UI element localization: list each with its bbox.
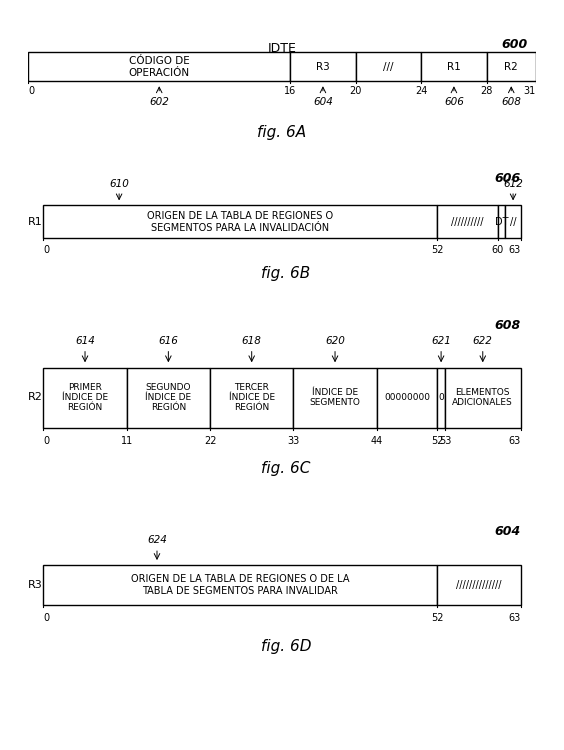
FancyBboxPatch shape bbox=[498, 205, 505, 238]
Text: 616: 616 bbox=[158, 336, 178, 346]
Text: R1: R1 bbox=[28, 217, 43, 226]
FancyBboxPatch shape bbox=[421, 53, 487, 82]
Text: fig. 6B: fig. 6B bbox=[261, 266, 310, 281]
Text: 604: 604 bbox=[313, 98, 333, 107]
Text: IDTE: IDTE bbox=[267, 42, 297, 56]
Text: //////////////: ////////////// bbox=[456, 580, 502, 590]
Text: 612: 612 bbox=[503, 178, 523, 189]
FancyBboxPatch shape bbox=[487, 53, 536, 82]
Text: 620: 620 bbox=[325, 336, 345, 346]
Text: 0: 0 bbox=[43, 244, 50, 254]
Text: 608: 608 bbox=[501, 98, 521, 107]
FancyBboxPatch shape bbox=[290, 53, 356, 82]
Text: fig. 6A: fig. 6A bbox=[257, 125, 307, 140]
Text: 31: 31 bbox=[523, 86, 536, 96]
Text: 24: 24 bbox=[415, 86, 428, 96]
FancyBboxPatch shape bbox=[43, 205, 437, 238]
FancyBboxPatch shape bbox=[293, 368, 377, 428]
FancyBboxPatch shape bbox=[437, 565, 521, 605]
Text: R2: R2 bbox=[28, 392, 43, 403]
FancyBboxPatch shape bbox=[43, 368, 127, 428]
Text: //////////: ////////// bbox=[451, 217, 484, 226]
FancyBboxPatch shape bbox=[127, 368, 210, 428]
Text: fig. 6C: fig. 6C bbox=[261, 461, 310, 476]
Text: R3: R3 bbox=[28, 580, 43, 590]
Text: 63: 63 bbox=[508, 613, 521, 622]
Text: fig. 6D: fig. 6D bbox=[261, 639, 311, 654]
Text: 606: 606 bbox=[495, 172, 521, 184]
FancyBboxPatch shape bbox=[437, 205, 498, 238]
Text: 606: 606 bbox=[444, 98, 464, 107]
Text: 600: 600 bbox=[501, 38, 527, 50]
Text: PRIMER
ÍNDICE DE
REGIÓN: PRIMER ÍNDICE DE REGIÓN bbox=[62, 382, 108, 412]
Text: 52: 52 bbox=[431, 436, 443, 445]
Text: 0: 0 bbox=[28, 86, 34, 96]
FancyBboxPatch shape bbox=[445, 368, 521, 428]
Text: R1: R1 bbox=[447, 62, 461, 72]
Text: CÓDIGO DE
OPERACIÓN: CÓDIGO DE OPERACIÓN bbox=[129, 56, 190, 77]
Text: 624: 624 bbox=[147, 536, 167, 545]
Text: ///: /// bbox=[383, 62, 394, 72]
Text: //: // bbox=[510, 217, 516, 226]
Text: R3: R3 bbox=[316, 62, 330, 72]
FancyBboxPatch shape bbox=[437, 368, 445, 428]
Text: ORIGEN DE LA TABLA DE REGIONES O
SEGMENTOS PARA LA INVALIDACIÓN: ORIGEN DE LA TABLA DE REGIONES O SEGMENT… bbox=[147, 211, 333, 232]
Text: 622: 622 bbox=[473, 336, 493, 346]
FancyBboxPatch shape bbox=[505, 205, 521, 238]
Text: 20: 20 bbox=[350, 86, 362, 96]
Text: 602: 602 bbox=[149, 98, 169, 107]
Text: R2: R2 bbox=[504, 62, 518, 72]
Text: 618: 618 bbox=[242, 336, 262, 346]
Text: 63: 63 bbox=[508, 244, 521, 254]
Text: TERCER
ÍNDICE DE
REGIÓN: TERCER ÍNDICE DE REGIÓN bbox=[228, 382, 275, 412]
Text: 28: 28 bbox=[481, 86, 493, 96]
Text: ELEMENTOS
ADICIONALES: ELEMENTOS ADICIONALES bbox=[452, 388, 513, 407]
Text: ÍNDICE DE
SEGMENTO: ÍNDICE DE SEGMENTO bbox=[310, 388, 360, 407]
Text: 00000000: 00000000 bbox=[384, 393, 430, 402]
Text: 0: 0 bbox=[43, 436, 50, 445]
Text: 608: 608 bbox=[495, 319, 521, 332]
Text: 0: 0 bbox=[43, 613, 50, 622]
Text: 52: 52 bbox=[431, 244, 443, 254]
Text: 621: 621 bbox=[431, 336, 451, 346]
FancyBboxPatch shape bbox=[356, 53, 421, 82]
Text: DT: DT bbox=[495, 217, 509, 226]
FancyBboxPatch shape bbox=[43, 565, 437, 605]
Text: 614: 614 bbox=[75, 336, 95, 346]
Text: 0: 0 bbox=[438, 393, 444, 402]
FancyBboxPatch shape bbox=[377, 368, 437, 428]
Text: 33: 33 bbox=[287, 436, 299, 445]
FancyBboxPatch shape bbox=[210, 368, 293, 428]
Text: 22: 22 bbox=[204, 436, 216, 445]
Text: 610: 610 bbox=[109, 178, 129, 189]
Text: 16: 16 bbox=[284, 86, 296, 96]
Text: 11: 11 bbox=[121, 436, 133, 445]
Text: 44: 44 bbox=[371, 436, 383, 445]
Text: SEGUNDO
ÍNDICE DE
REGIÓN: SEGUNDO ÍNDICE DE REGIÓN bbox=[146, 382, 191, 412]
Text: 53: 53 bbox=[439, 436, 451, 445]
FancyBboxPatch shape bbox=[28, 53, 290, 82]
Text: ORIGEN DE LA TABLA DE REGIONES O DE LA
TABLA DE SEGMENTOS PARA INVALIDAR: ORIGEN DE LA TABLA DE REGIONES O DE LA T… bbox=[131, 574, 350, 596]
Text: 60: 60 bbox=[492, 244, 504, 254]
Text: 52: 52 bbox=[431, 613, 443, 622]
Text: 604: 604 bbox=[495, 524, 521, 538]
Text: 63: 63 bbox=[508, 436, 521, 445]
